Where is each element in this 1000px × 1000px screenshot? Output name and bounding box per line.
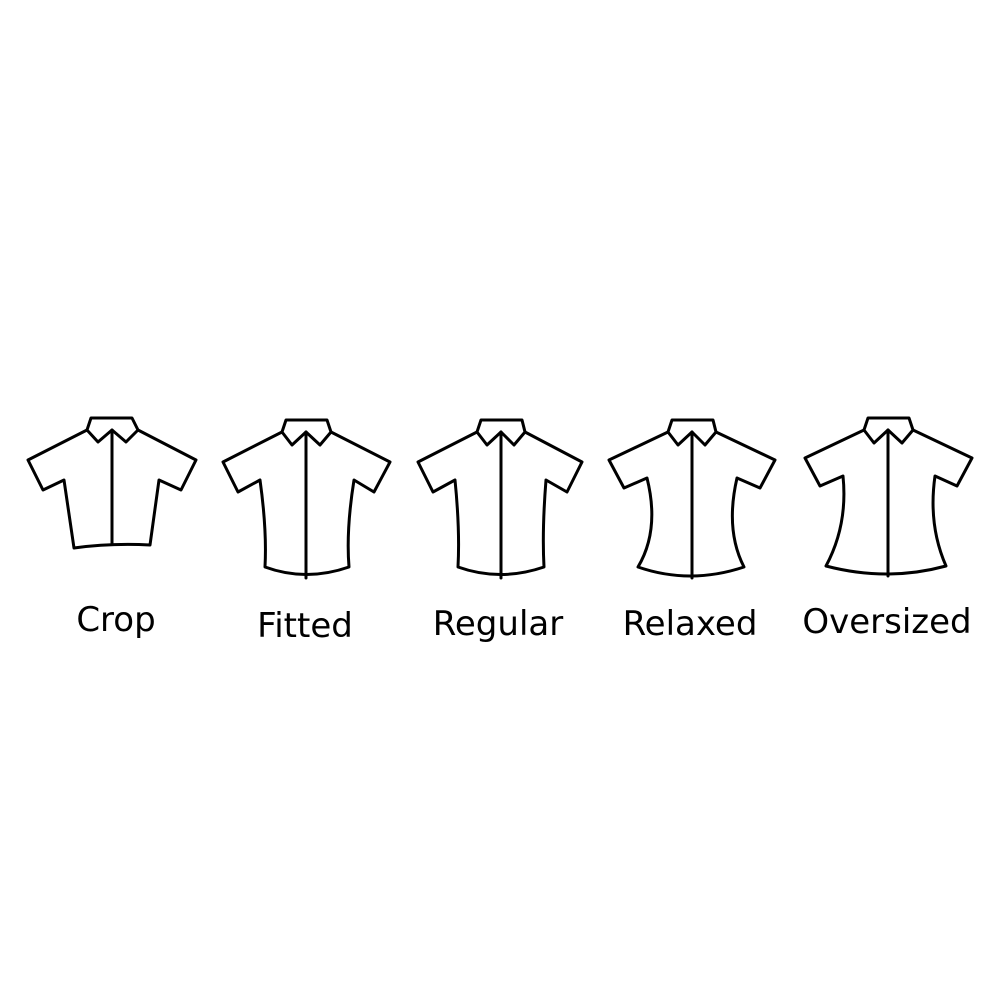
fit-label-oversized: Oversized xyxy=(802,602,972,642)
fit-label-relaxed: Relaxed xyxy=(622,604,758,644)
shirt-icon-regular xyxy=(416,418,584,580)
shirt-collar-relaxed xyxy=(666,418,718,447)
shirt-icon-relaxed xyxy=(607,418,777,580)
shirt-collar-oversized xyxy=(862,416,915,445)
fit-label-crop: Crop xyxy=(76,600,156,640)
shirt-collar-fitted xyxy=(280,418,333,447)
shirt-icon-crop xyxy=(26,416,198,550)
fit-label-fitted: Fitted xyxy=(257,606,353,646)
shirt-icon-fitted xyxy=(221,418,392,580)
shirt-collar-regular xyxy=(475,418,527,447)
fit-label-regular: Regular xyxy=(432,604,564,644)
shirt-icon-oversized xyxy=(803,416,974,578)
shirt-collar-crop xyxy=(85,416,140,444)
